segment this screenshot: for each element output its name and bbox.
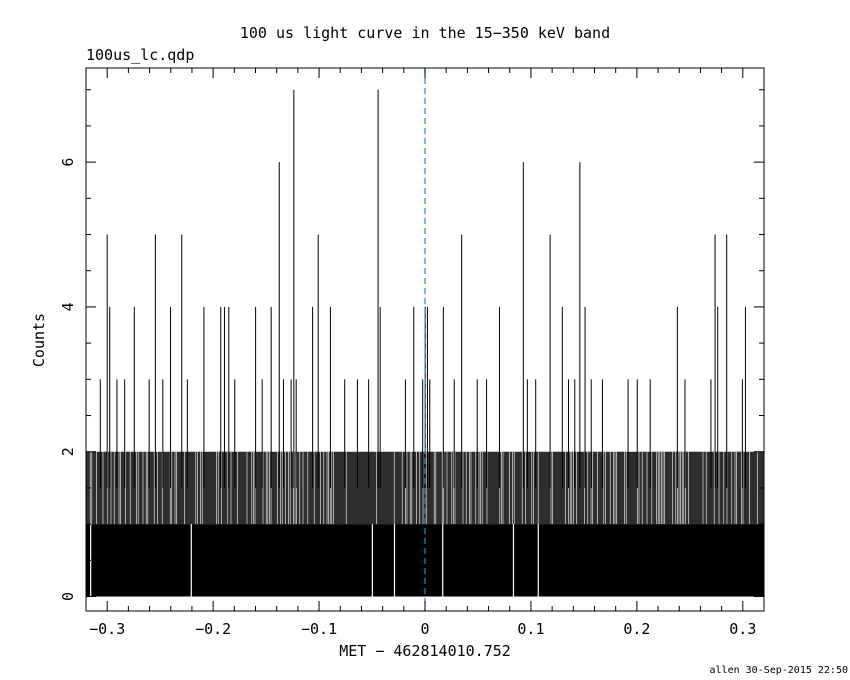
- x-tick-label: −0.3: [89, 620, 125, 638]
- footer-stamp: allen 30-Sep-2015 22:50: [710, 665, 848, 676]
- x-tick-label: 0: [420, 620, 429, 638]
- y-tick-label: 4: [59, 302, 77, 311]
- chart-subtitle: 100us_lc.qdp: [86, 46, 194, 64]
- y-axis-ticks: 0 2 4 6: [59, 89, 764, 601]
- y-axis-label: Counts: [30, 313, 48, 367]
- y-tick-label: 2: [59, 447, 77, 456]
- x-axis-label: MET − 462814010.752: [339, 642, 511, 660]
- x-tick-label: −0.2: [195, 620, 231, 638]
- count-spikes: [99, 89, 746, 488]
- y-tick-label: 6: [59, 158, 77, 167]
- x-tick-label: −0.1: [301, 620, 337, 638]
- x-tick-label: 0.2: [623, 620, 650, 638]
- x-tick-label: 0.1: [517, 620, 544, 638]
- x-tick-label: 0.3: [729, 620, 756, 638]
- x-axis-ticks: −0.3 −0.2 −0.1 0 0.1 0.2 0.3: [85, 68, 765, 638]
- y-tick-label: 0: [59, 592, 77, 601]
- chart-title: 100 us light curve in the 15−350 keV ban…: [240, 24, 610, 42]
